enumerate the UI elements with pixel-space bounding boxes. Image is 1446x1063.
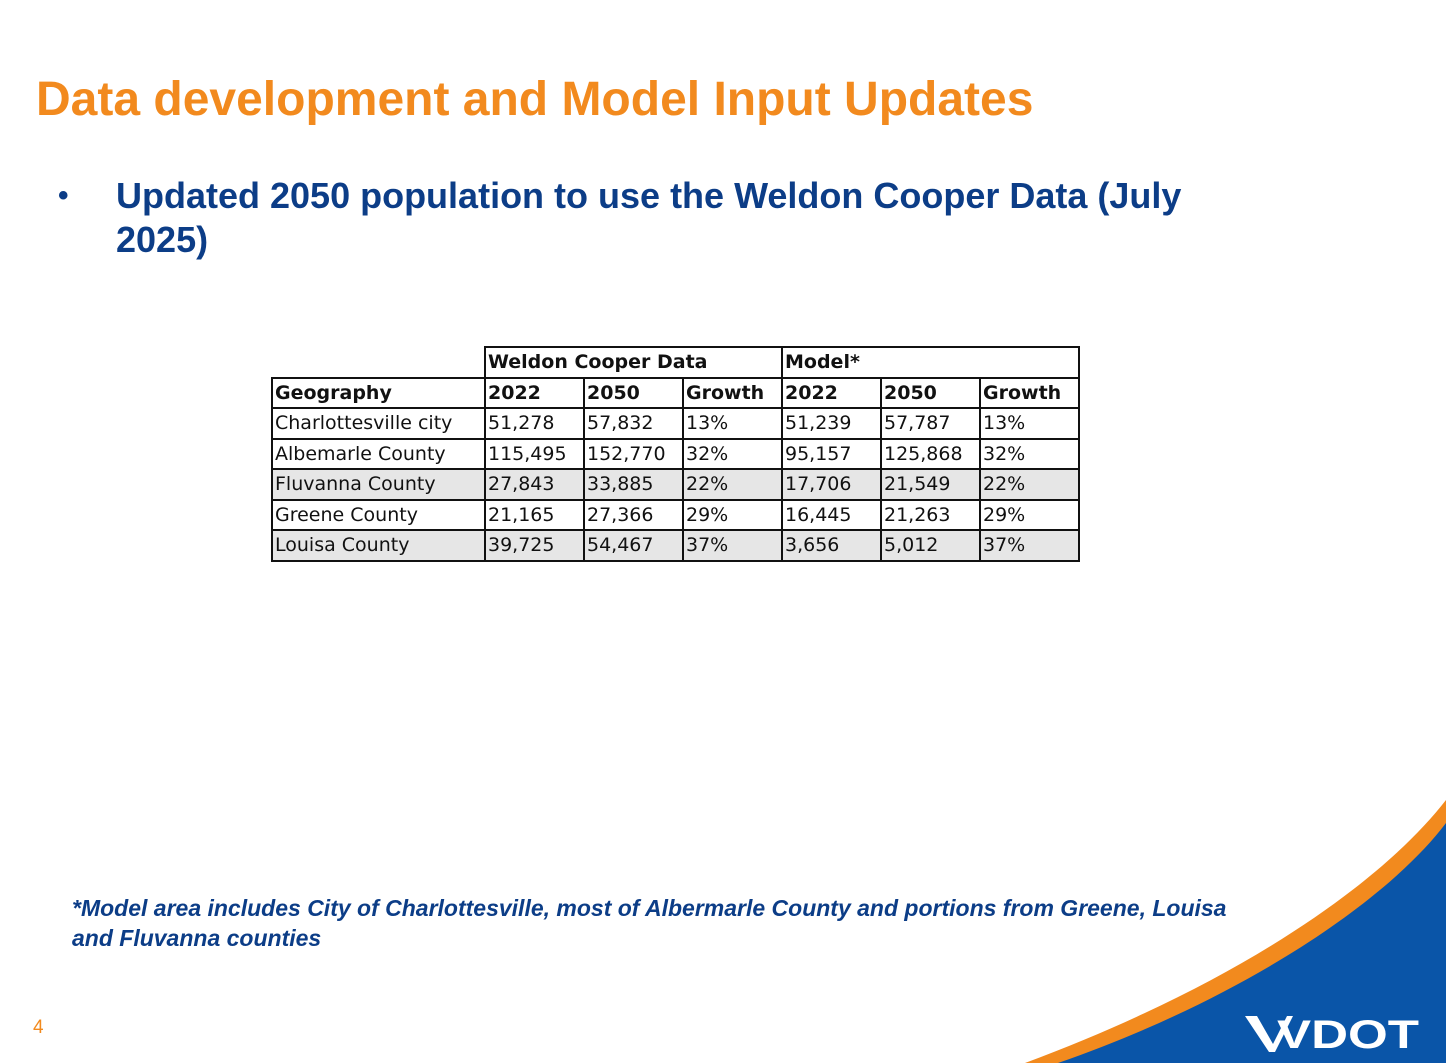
table-cell: 13% xyxy=(979,407,1080,440)
table-row: Fluvanna County 27,843 33,885 22% 17,706… xyxy=(271,468,1080,501)
table-cell: 37% xyxy=(682,529,783,562)
table-cell: 152,770 xyxy=(583,437,684,470)
table-cell: 3,656 xyxy=(781,529,882,562)
table-cell: 115,495 xyxy=(484,437,585,470)
table-cell: 29% xyxy=(682,498,783,531)
page-title: Data development and Model Input Updates xyxy=(36,73,1034,126)
table-cell: 54,467 xyxy=(583,529,684,562)
table-cell: 21,549 xyxy=(880,468,981,501)
vdot-logo: VDOT xyxy=(1245,1013,1419,1056)
table-cell: Louisa County xyxy=(271,529,486,562)
table-cell: 27,843 xyxy=(484,468,585,501)
table-cell: 21,165 xyxy=(484,498,585,531)
table-cell: 22% xyxy=(979,468,1080,501)
column-header: 2050 xyxy=(583,376,684,409)
table-cell: Albemarle County xyxy=(271,437,486,470)
group-header-row: Weldon Cooper Data Model* xyxy=(272,346,1080,379)
table-cell: 27,366 xyxy=(583,498,684,531)
table-cell: 37% xyxy=(979,529,1080,562)
table-cell: 57,787 xyxy=(880,407,981,440)
group-header-model: Model* xyxy=(781,346,1080,379)
table-cell: 57,832 xyxy=(583,407,684,440)
table-row: Albemarle County 115,495 152,770 32% 95,… xyxy=(271,437,1080,470)
table-cell: 17,706 xyxy=(781,468,882,501)
table-row: Greene County 21,165 27,366 29% 16,445 2… xyxy=(271,498,1080,531)
table-cell: 16,445 xyxy=(781,498,882,531)
table-cell: 51,239 xyxy=(781,407,882,440)
logo-check-mark-icon xyxy=(1245,1016,1293,1052)
column-header: 2022 xyxy=(781,376,882,409)
page-number: 4 xyxy=(33,1017,44,1038)
population-table: Weldon Cooper Data Model* Geography 2022… xyxy=(271,346,1080,562)
table-cell: 32% xyxy=(979,437,1080,470)
table-cell: Charlottesville city xyxy=(271,407,486,440)
table-cell: 125,868 xyxy=(880,437,981,470)
table-cell: 5,012 xyxy=(880,529,981,562)
table-cell: 95,157 xyxy=(781,437,882,470)
column-header: Geography xyxy=(271,376,486,409)
column-header: Growth xyxy=(979,376,1080,409)
table-cell: 51,278 xyxy=(484,407,585,440)
table-cell: 22% xyxy=(682,468,783,501)
table-row: Louisa County 39,725 54,467 37% 3,656 5,… xyxy=(271,529,1080,562)
column-header: 2022 xyxy=(484,376,585,409)
table-cell: Greene County xyxy=(271,498,486,531)
table-cell: 21,263 xyxy=(880,498,981,531)
column-header: Growth xyxy=(682,376,783,409)
column-header-row: Geography 2022 2050 Growth 2022 2050 Gro… xyxy=(271,376,1080,409)
table-cell: 13% xyxy=(682,407,783,440)
logo-text: VDOT xyxy=(1277,1013,1419,1056)
table-cell: 32% xyxy=(682,437,783,470)
column-header: 2050 xyxy=(880,376,981,409)
table-cell: 39,725 xyxy=(484,529,585,562)
table-row: Charlottesville city 51,278 57,832 13% 5… xyxy=(271,407,1080,440)
bullet-icon: • xyxy=(58,179,69,212)
table-cell: 33,885 xyxy=(583,468,684,501)
blank-cell xyxy=(272,347,486,379)
group-header-weldon: Weldon Cooper Data xyxy=(484,346,783,379)
table-cell: Fluvanna County xyxy=(271,468,486,501)
footnote: *Model area includes City of Charlottesv… xyxy=(72,895,1227,951)
table-cell: 29% xyxy=(979,498,1080,531)
bullet-text: Updated 2050 population to use the Weldo… xyxy=(116,175,1182,260)
